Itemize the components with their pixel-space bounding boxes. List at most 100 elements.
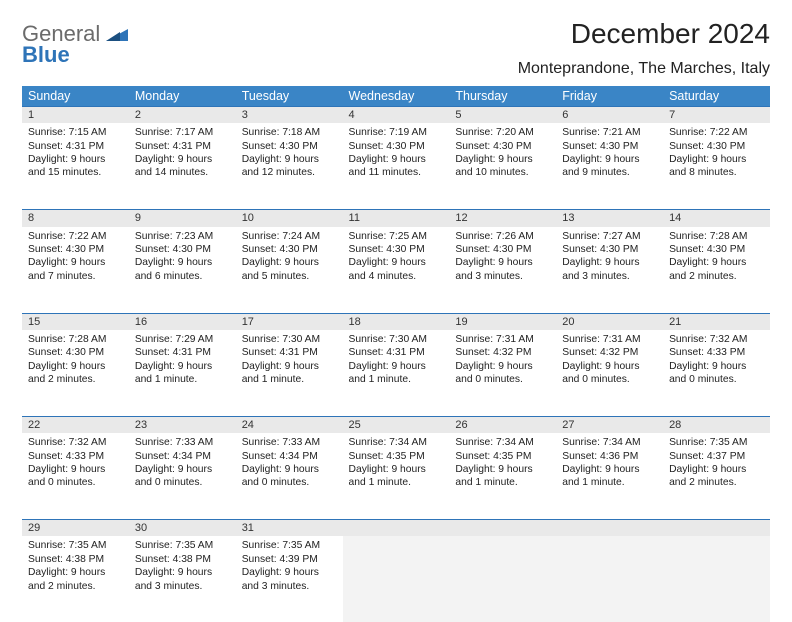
sunrise-text: Sunrise: 7:26 AM xyxy=(455,230,550,243)
location: Monteprandone, The Marches, Italy xyxy=(518,60,770,78)
day-cell: Sunrise: 7:25 AMSunset: 4:30 PMDaylight:… xyxy=(343,227,450,313)
calendar-body: 1234567Sunrise: 7:15 AMSunset: 4:31 PMDa… xyxy=(22,106,770,622)
daylight-text: Daylight: 9 hours xyxy=(669,360,764,373)
daylight-text: Daylight: 9 hours xyxy=(455,153,550,166)
daylight-text: Daylight: 9 hours xyxy=(669,463,764,476)
sunrise-text: Sunrise: 7:33 AM xyxy=(135,436,230,449)
sunrise-text: Sunrise: 7:22 AM xyxy=(28,230,123,243)
daylight-text: Daylight: 9 hours xyxy=(242,360,337,373)
daylight-text: and 1 minute. xyxy=(135,373,230,386)
sunset-text: Sunset: 4:39 PM xyxy=(242,553,337,566)
day-number: 25 xyxy=(343,416,450,433)
daylight-text: Daylight: 9 hours xyxy=(242,566,337,579)
sunrise-text: Sunrise: 7:25 AM xyxy=(349,230,444,243)
daylight-text: and 14 minutes. xyxy=(135,166,230,179)
daylight-text: and 8 minutes. xyxy=(669,166,764,179)
sunset-text: Sunset: 4:31 PM xyxy=(135,346,230,359)
day-number: 3 xyxy=(236,106,343,123)
header-right: December 2024 Monteprandone, The Marches… xyxy=(518,18,770,78)
daylight-text: and 3 minutes. xyxy=(242,580,337,593)
day-number: 20 xyxy=(556,313,663,330)
daylight-text: Daylight: 9 hours xyxy=(28,256,123,269)
sunset-text: Sunset: 4:33 PM xyxy=(28,450,123,463)
day-number: 22 xyxy=(22,416,129,433)
day-number: 10 xyxy=(236,209,343,226)
sunset-text: Sunset: 4:30 PM xyxy=(562,243,657,256)
day-cell-empty xyxy=(449,536,556,622)
weekday-header: Sunday xyxy=(22,86,129,106)
day-number: 30 xyxy=(129,519,236,536)
day-number: 13 xyxy=(556,209,663,226)
sunrise-text: Sunrise: 7:23 AM xyxy=(135,230,230,243)
day-number-empty xyxy=(343,519,450,536)
day-cell: Sunrise: 7:29 AMSunset: 4:31 PMDaylight:… xyxy=(129,330,236,416)
day-number: 29 xyxy=(22,519,129,536)
daylight-text: and 3 minutes. xyxy=(562,270,657,283)
daylight-text: and 0 minutes. xyxy=(242,476,337,489)
sunrise-text: Sunrise: 7:28 AM xyxy=(28,333,123,346)
daylight-text: Daylight: 9 hours xyxy=(28,360,123,373)
sunrise-text: Sunrise: 7:17 AM xyxy=(135,126,230,139)
sunset-text: Sunset: 4:30 PM xyxy=(349,140,444,153)
daylight-text: and 1 minute. xyxy=(242,373,337,386)
sunset-text: Sunset: 4:31 PM xyxy=(28,140,123,153)
sunset-text: Sunset: 4:32 PM xyxy=(455,346,550,359)
sunset-text: Sunset: 4:30 PM xyxy=(28,243,123,256)
daylight-text: Daylight: 9 hours xyxy=(669,153,764,166)
daylight-text: and 0 minutes. xyxy=(455,373,550,386)
daylight-text: Daylight: 9 hours xyxy=(349,463,444,476)
calendar-table: SundayMondayTuesdayWednesdayThursdayFrid… xyxy=(22,86,770,622)
daylight-text: Daylight: 9 hours xyxy=(135,153,230,166)
sunrise-text: Sunrise: 7:24 AM xyxy=(242,230,337,243)
weekday-header-row: SundayMondayTuesdayWednesdayThursdayFrid… xyxy=(22,86,770,106)
day-number-empty xyxy=(449,519,556,536)
sunset-text: Sunset: 4:30 PM xyxy=(562,140,657,153)
daylight-text: and 2 minutes. xyxy=(28,373,123,386)
logo: General Blue xyxy=(22,24,128,66)
daylight-text: and 0 minutes. xyxy=(669,373,764,386)
sunset-text: Sunset: 4:30 PM xyxy=(135,243,230,256)
day-cell: Sunrise: 7:34 AMSunset: 4:35 PMDaylight:… xyxy=(343,433,450,519)
day-number: 24 xyxy=(236,416,343,433)
daylight-text: Daylight: 9 hours xyxy=(562,153,657,166)
header: General Blue December 2024 Monteprandone… xyxy=(22,18,770,78)
weekday-header: Saturday xyxy=(663,86,770,106)
day-number: 5 xyxy=(449,106,556,123)
day-number-empty xyxy=(663,519,770,536)
content-row: Sunrise: 7:22 AMSunset: 4:30 PMDaylight:… xyxy=(22,227,770,313)
sunrise-text: Sunrise: 7:28 AM xyxy=(669,230,764,243)
sunset-text: Sunset: 4:34 PM xyxy=(242,450,337,463)
day-number: 7 xyxy=(663,106,770,123)
weekday-header: Friday xyxy=(556,86,663,106)
sunrise-text: Sunrise: 7:19 AM xyxy=(349,126,444,139)
day-cell: Sunrise: 7:21 AMSunset: 4:30 PMDaylight:… xyxy=(556,123,663,209)
weekday-header: Thursday xyxy=(449,86,556,106)
day-number: 4 xyxy=(343,106,450,123)
sunset-text: Sunset: 4:30 PM xyxy=(242,243,337,256)
day-number: 19 xyxy=(449,313,556,330)
day-cell: Sunrise: 7:30 AMSunset: 4:31 PMDaylight:… xyxy=(236,330,343,416)
day-number: 17 xyxy=(236,313,343,330)
daylight-text: Daylight: 9 hours xyxy=(242,153,337,166)
sunset-text: Sunset: 4:36 PM xyxy=(562,450,657,463)
daylight-text: Daylight: 9 hours xyxy=(562,360,657,373)
day-cell-empty xyxy=(556,536,663,622)
sunrise-text: Sunrise: 7:31 AM xyxy=(562,333,657,346)
sunset-text: Sunset: 4:32 PM xyxy=(562,346,657,359)
sunrise-text: Sunrise: 7:27 AM xyxy=(562,230,657,243)
daylight-text: Daylight: 9 hours xyxy=(28,566,123,579)
daylight-text: Daylight: 9 hours xyxy=(455,256,550,269)
daylight-text: and 6 minutes. xyxy=(135,270,230,283)
sunset-text: Sunset: 4:31 PM xyxy=(135,140,230,153)
sunset-text: Sunset: 4:30 PM xyxy=(455,140,550,153)
sunrise-text: Sunrise: 7:20 AM xyxy=(455,126,550,139)
daylight-text: Daylight: 9 hours xyxy=(135,360,230,373)
sunrise-text: Sunrise: 7:32 AM xyxy=(669,333,764,346)
day-number: 18 xyxy=(343,313,450,330)
daylight-text: and 1 minute. xyxy=(349,476,444,489)
day-cell: Sunrise: 7:23 AMSunset: 4:30 PMDaylight:… xyxy=(129,227,236,313)
daylight-text: Daylight: 9 hours xyxy=(28,153,123,166)
day-cell: Sunrise: 7:17 AMSunset: 4:31 PMDaylight:… xyxy=(129,123,236,209)
day-cell: Sunrise: 7:24 AMSunset: 4:30 PMDaylight:… xyxy=(236,227,343,313)
day-number: 11 xyxy=(343,209,450,226)
